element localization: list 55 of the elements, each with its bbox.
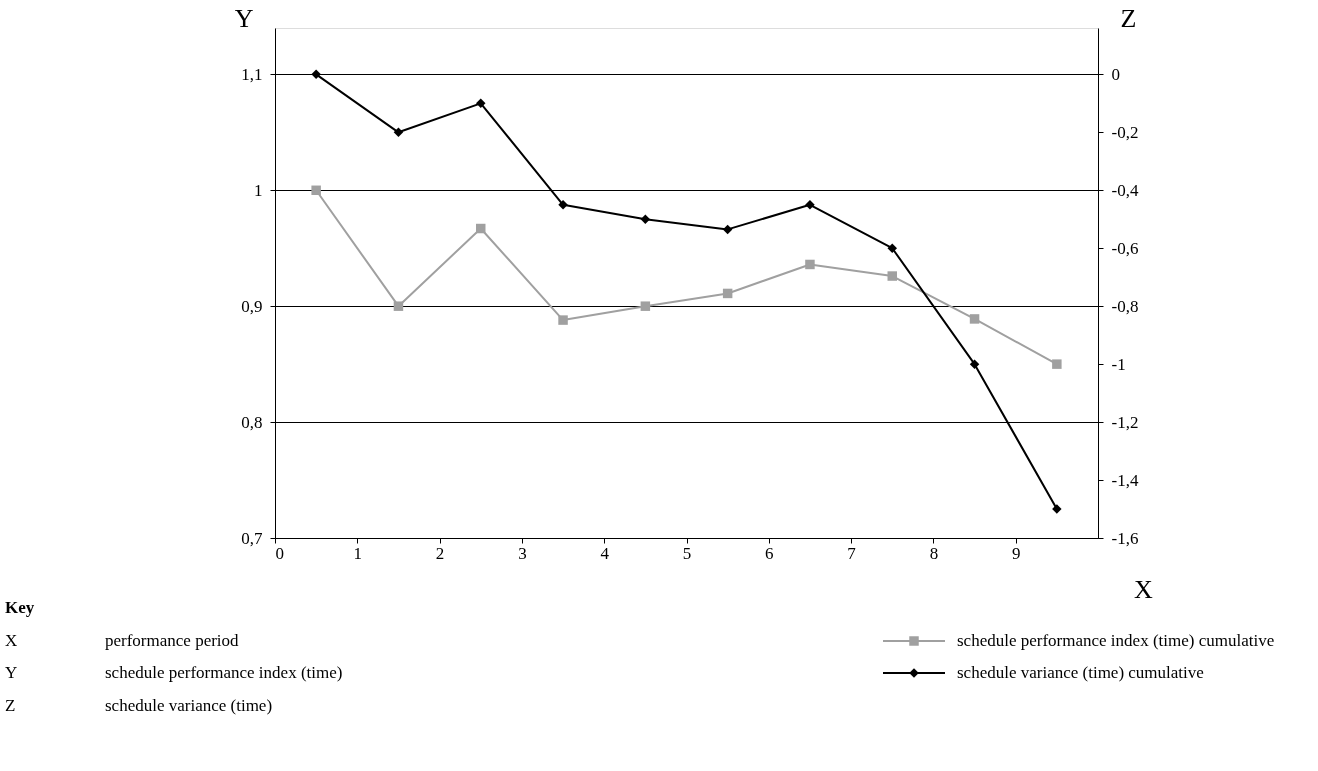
y2-tick-label: -0,6 [1111, 238, 1139, 258]
y2-tick-label: -1,6 [1111, 528, 1139, 548]
y2-tick-label: -0,8 [1111, 296, 1139, 316]
x-tick-label: 5 [682, 543, 692, 563]
text: Z [5, 696, 16, 715]
point [311, 185, 321, 196]
point [887, 243, 897, 253]
text: Key [5, 598, 35, 617]
x-tick-label: 3 [518, 543, 527, 563]
y-tick-label: 0,7 [241, 528, 263, 548]
y2-tick-label: -1,2 [1111, 412, 1139, 432]
point [969, 359, 980, 369]
point [640, 301, 651, 311]
y-tick-label: 0,9 [241, 296, 263, 316]
text: schedule performance index (time) [105, 663, 343, 682]
y-tick-label: 1,1 [241, 64, 263, 84]
text: performance period [105, 631, 240, 650]
x-axis-title: X [1134, 574, 1154, 604]
point [969, 314, 980, 324]
x-tick-label: 2 [435, 543, 445, 563]
point [722, 224, 733, 235]
x-tick-label: 4 [600, 543, 610, 563]
y-axis-title: Y [234, 3, 254, 33]
x-tick-label: 0 [275, 543, 284, 563]
x-tick-label: 9 [1011, 543, 1021, 563]
point [805, 259, 815, 270]
legend-label: schedule variance (time) cumulative [957, 663, 1204, 682]
y-tick-label: 1 [254, 180, 263, 200]
point [722, 288, 733, 299]
x-tick-label: 1 [353, 543, 363, 563]
y2-tick-label: -1,4 [1111, 470, 1139, 490]
point [393, 127, 404, 138]
y2-tick-label: -0,2 [1111, 122, 1139, 142]
point [640, 214, 651, 224]
point [311, 69, 321, 80]
point [393, 301, 404, 311]
y2-tick-label: -1 [1111, 354, 1126, 374]
point [558, 315, 568, 325]
point [805, 200, 815, 210]
x-tick-label: 6 [765, 543, 774, 563]
y-tick-label: 0,8 [241, 412, 263, 432]
point [476, 223, 486, 234]
x-tick-label: 8 [929, 543, 939, 563]
y2-axis-title: Z [1120, 3, 1137, 33]
x-tick-label: 7 [847, 543, 857, 563]
y2-tick-label: -0,4 [1111, 180, 1139, 200]
text: Y [5, 663, 18, 682]
text: schedule variance (time) [105, 696, 273, 715]
point [1052, 359, 1062, 369]
point [887, 271, 897, 281]
point [558, 200, 568, 210]
text: X [5, 631, 18, 650]
y2-tick-label: 0 [1111, 64, 1120, 84]
legend-label: schedule performance index (time) cumulative [957, 631, 1275, 650]
point [476, 98, 486, 109]
